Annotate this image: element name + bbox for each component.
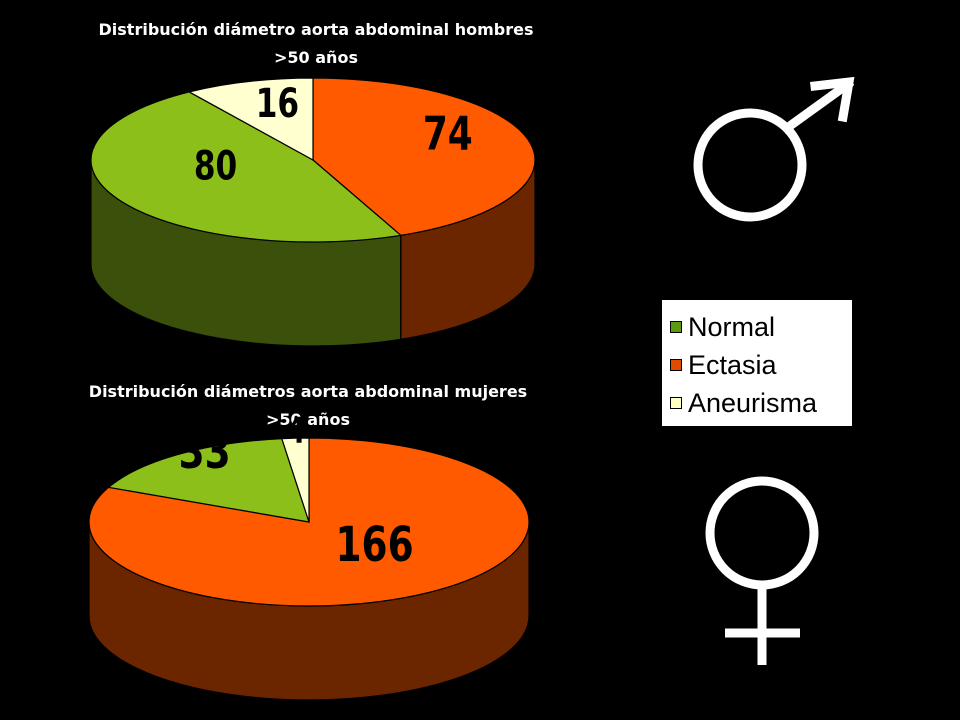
chart-subtitle-mujeres: >50 años [266,410,350,429]
chart-title-hombres: Distribución diámetro aorta abdominal ho… [99,20,534,39]
pie-chart-hombres: Distribución diámetro aorta abdominal ho… [90,20,536,347]
legend-swatch-ectasia [670,359,682,371]
legend-item-aneurisma: Aneurisma [670,384,852,422]
hombres-data-label-normal: 80 [194,144,237,190]
hombres-ectasia-slice [312,77,536,236]
mujeres-data-label-aneurisma: 4 [286,409,306,451]
hombres-aneurisma-slice [187,77,314,162]
legend-label-normal: Normal [688,311,776,342]
legend-item-ectasia: Ectasia [670,346,852,384]
pie-chart-mujeres: Distribución diámetros aorta abdominal m… [88,382,530,701]
chart-legend: Normal Ectasia Aneurisma [662,300,852,426]
legend-label-aneurisma: Aneurisma [688,387,818,418]
legend-swatch-aneurisma [670,397,682,409]
mujeres-aneurisma-slice [281,437,310,523]
female-symbol-icon [705,476,819,665]
mujeres-data-label-ectasia: 166 [335,517,413,573]
hombres-normal-slice [90,91,403,243]
legend-label-ectasia: Ectasia [688,349,777,380]
legend-swatch-normal [670,321,682,333]
mujeres-data-label-normal: 33 [179,424,231,480]
hombres-data-label-ectasia: 74 [423,107,473,161]
chart-subtitle-hombres: >50 años [274,48,358,67]
male-symbol-icon [693,76,855,222]
chart-title-mujeres: Distribución diámetros aorta abdominal m… [89,382,527,401]
mujeres-normal-slice [107,438,310,523]
hombres-data-label-aneurisma: 16 [256,81,299,127]
legend-item-normal: Normal [670,308,852,346]
